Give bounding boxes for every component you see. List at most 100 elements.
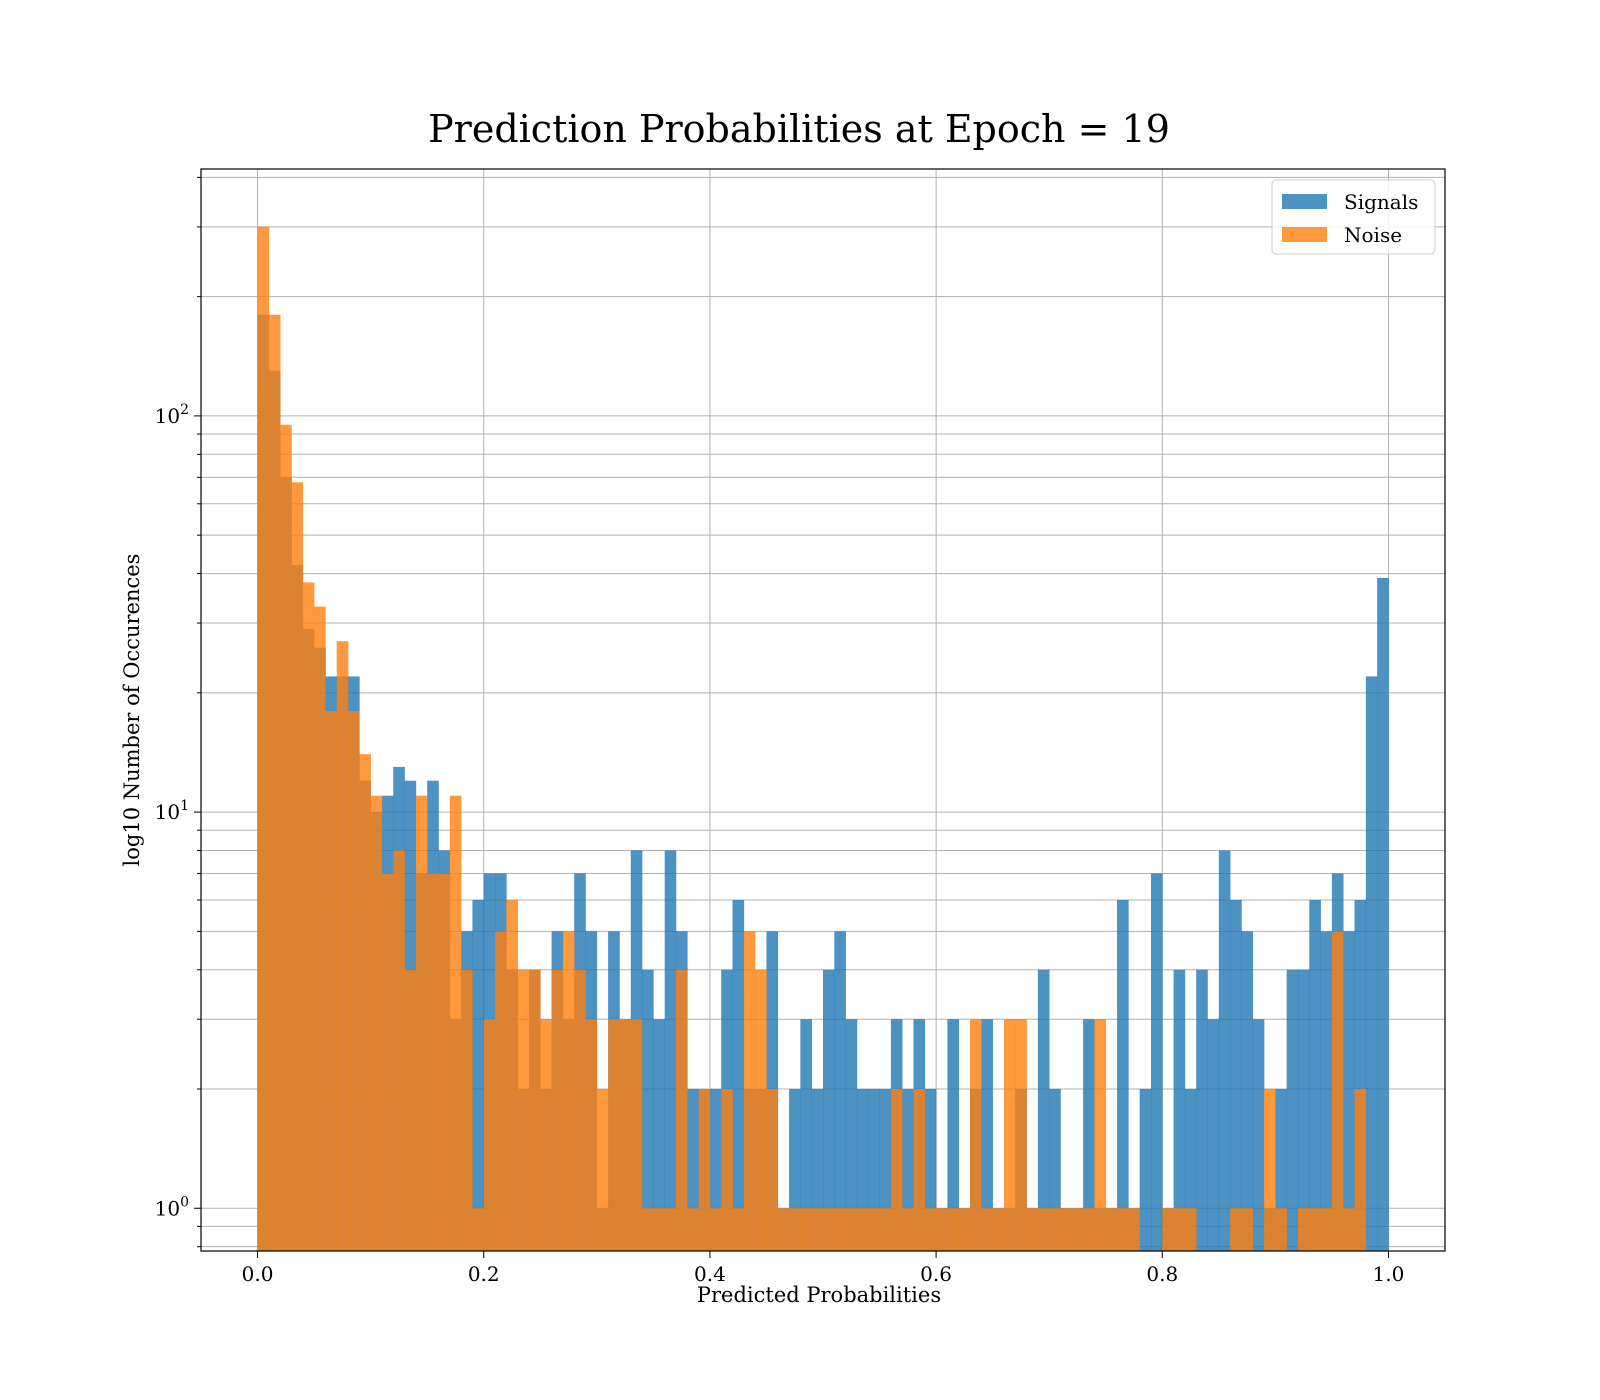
bar-noise <box>879 1208 892 1251</box>
bar-noise <box>540 1019 552 1251</box>
bar-noise <box>257 226 270 1251</box>
bar-noise <box>642 1208 654 1251</box>
bar-noise <box>359 754 371 1251</box>
bar-noise <box>1117 1208 1129 1251</box>
bar-noise <box>608 1019 620 1251</box>
bar-noise <box>415 795 428 1251</box>
bar-noise <box>1083 1208 1095 1251</box>
bar-signals <box>1173 969 1186 1251</box>
bar-noise <box>370 795 383 1251</box>
bar-signals <box>1252 1019 1265 1251</box>
bar-noise <box>675 969 688 1251</box>
bar-signals <box>1037 969 1050 1251</box>
bar-noise <box>1297 1208 1310 1251</box>
bar-noise <box>777 1208 790 1251</box>
bar-signals <box>800 1019 812 1251</box>
bar-signals <box>1083 1019 1095 1251</box>
x-tick-label: 0.0 <box>242 1262 274 1286</box>
bar-noise <box>845 1208 858 1251</box>
bar-signals <box>664 850 677 1251</box>
bar-signals <box>834 931 846 1251</box>
bar-signals <box>1377 577 1389 1251</box>
x-tick-label: 0.4 <box>694 1262 726 1286</box>
legend-label: Noise <box>1344 223 1402 247</box>
bar-signals <box>709 1088 722 1251</box>
axes: 0.0 0.2 0.4 0.6 0.8 1.0 100 101 102 <box>155 168 1446 1286</box>
bar-signals <box>1354 899 1367 1251</box>
bar-noise <box>427 873 439 1251</box>
bar-signals <box>1297 969 1310 1251</box>
bar-noise <box>1162 1208 1174 1251</box>
legend-label: Signals <box>1344 190 1418 214</box>
bar-noise <box>596 1088 609 1251</box>
bar-noise <box>1094 1019 1107 1251</box>
bar-noise <box>811 1208 824 1251</box>
bar-noise <box>517 969 530 1251</box>
bar-signals <box>1049 1088 1061 1251</box>
bar-noise <box>438 873 451 1251</box>
bar-noise <box>585 1019 598 1251</box>
bar-noise <box>449 795 462 1251</box>
bar-noise <box>630 1019 643 1251</box>
bar-signals <box>1139 1088 1152 1251</box>
bar-signals <box>845 1019 858 1251</box>
bar-noise <box>528 969 541 1251</box>
bar-noise <box>404 969 417 1251</box>
x-axis-label: Predicted Probabilities <box>697 1283 941 1307</box>
bar-noise <box>653 1208 665 1251</box>
bar-noise <box>947 1208 960 1251</box>
bar-noise <box>393 850 405 1251</box>
bar-signals <box>687 1088 699 1251</box>
bar-noise <box>709 1208 722 1251</box>
bar-noise <box>890 1088 903 1251</box>
bar-noise <box>495 931 507 1251</box>
bar-signals <box>811 1088 824 1251</box>
bar-signals <box>1320 931 1333 1251</box>
bar-signals <box>856 1088 869 1251</box>
bar-noise <box>1015 1019 1027 1251</box>
y-axis-label: log10 Number of Occurences <box>120 554 144 867</box>
bar-signals <box>472 899 485 1251</box>
plot-frame <box>200 168 1446 1252</box>
bar-noise <box>280 424 292 1251</box>
bar-noise <box>1071 1208 1084 1251</box>
bar-signals <box>1309 899 1321 1251</box>
bar-noise <box>619 1019 632 1251</box>
bar-noise <box>743 931 756 1251</box>
bar-noise <box>1343 1208 1355 1251</box>
bar-noise <box>1354 1088 1367 1251</box>
bar-noise <box>1275 1208 1287 1251</box>
bar-noise <box>1309 1208 1321 1251</box>
bar-noise <box>1241 1208 1254 1251</box>
bar-signals <box>902 1088 914 1251</box>
legend-swatch <box>1282 227 1327 242</box>
legend-swatch <box>1282 194 1327 209</box>
bar-noise <box>325 710 338 1251</box>
bar-noise <box>506 899 518 1251</box>
bar-noise <box>1128 1208 1140 1251</box>
x-tick-label: 0.2 <box>468 1262 500 1286</box>
bar-noise <box>721 1088 733 1251</box>
bar-noise <box>698 1088 711 1251</box>
bar-noise <box>687 1208 699 1251</box>
bar-signals <box>868 1088 880 1251</box>
bar-signals <box>947 1019 960 1251</box>
bar-noise <box>1320 1208 1333 1251</box>
bar-noise <box>1049 1208 1061 1251</box>
y-tick-label: 102 <box>155 402 189 428</box>
bar-noise <box>551 969 564 1251</box>
bar-noise <box>800 1208 812 1251</box>
bar-noise <box>268 314 281 1252</box>
bar-noise <box>302 582 315 1251</box>
bar-noise <box>1184 1208 1197 1251</box>
bar-signals <box>1275 1088 1287 1251</box>
bar-noise <box>314 606 326 1251</box>
bar-noise <box>664 1208 677 1251</box>
bar-noise <box>970 1019 982 1251</box>
bar-signals <box>823 969 835 1251</box>
bar-noise <box>1173 1208 1186 1251</box>
chart-title: Prediction Probabilities at Epoch = 19 <box>428 107 1170 151</box>
bar-noise <box>562 931 575 1251</box>
bar-noise <box>1037 1208 1050 1251</box>
